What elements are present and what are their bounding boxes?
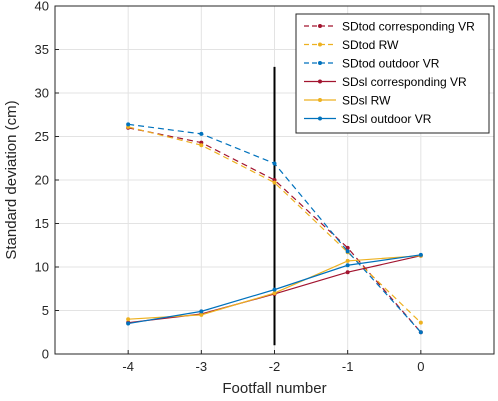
x-tick-label: -4 (122, 359, 134, 374)
legend-label: SDsl outdoor VR (342, 112, 432, 126)
legend-label: SDtod corresponding VR (342, 20, 475, 34)
legend-label: SDtod RW (342, 38, 399, 52)
data-point (418, 330, 423, 335)
legend-marker (318, 116, 322, 121)
y-tick-label: 30 (35, 86, 49, 101)
data-point (345, 245, 350, 250)
y-tick-label: 40 (35, 0, 49, 14)
series-line-1 (128, 126, 422, 324)
y-tick-label: 15 (35, 216, 49, 231)
plot-frame (54, 5, 495, 355)
legend-marker (318, 24, 322, 28)
x-tick-label: -3 (196, 359, 208, 374)
data-point (199, 131, 204, 136)
data-point (126, 321, 131, 326)
legend-label: SDtod outdoor VR (342, 57, 440, 71)
y-tick-label: 5 (42, 303, 49, 318)
legend-box (295, 13, 490, 134)
y-tick-label: 10 (35, 260, 49, 275)
x-tick-label: -1 (342, 359, 354, 374)
legend-label: SDsl RW (342, 94, 391, 108)
y-tick-label: 20 (35, 173, 49, 188)
legend-marker (318, 98, 322, 102)
legend-marker (318, 61, 322, 65)
data-point (199, 309, 204, 314)
data-point (272, 180, 277, 185)
data-point (199, 312, 204, 317)
x-tick-label: -2 (269, 359, 281, 374)
x-axis-label: Footfall number (222, 380, 326, 397)
y-tick-label: 25 (35, 129, 49, 144)
y-tick-label: 35 (35, 42, 49, 57)
legend-marker (318, 79, 322, 84)
y-tick-label: 0 (42, 347, 49, 362)
data-point (418, 320, 423, 325)
data-point (345, 270, 350, 275)
legend: SDtod corresponding VR SDtod RW SDtod outd… (295, 13, 490, 134)
data-point (345, 263, 350, 268)
data-point (126, 122, 131, 127)
series-lines (126, 122, 423, 335)
legend-marker (318, 42, 322, 47)
data-point (199, 143, 204, 148)
data-point (345, 249, 350, 254)
x-tick-label: 0 (417, 359, 424, 374)
data-point (345, 258, 350, 263)
data-point (272, 161, 277, 166)
data-point (126, 317, 131, 322)
data-point (272, 287, 277, 292)
data-point (418, 252, 423, 257)
legend-label: SDsl corresponding VR (342, 75, 467, 89)
tick-labels: -4 -3 -2 -1 0 0 5 10 15 20 25 30 35 40 (35, 0, 425, 374)
y-axis-label: Standard deviation (cm) (3, 100, 20, 259)
data-point (272, 291, 277, 296)
